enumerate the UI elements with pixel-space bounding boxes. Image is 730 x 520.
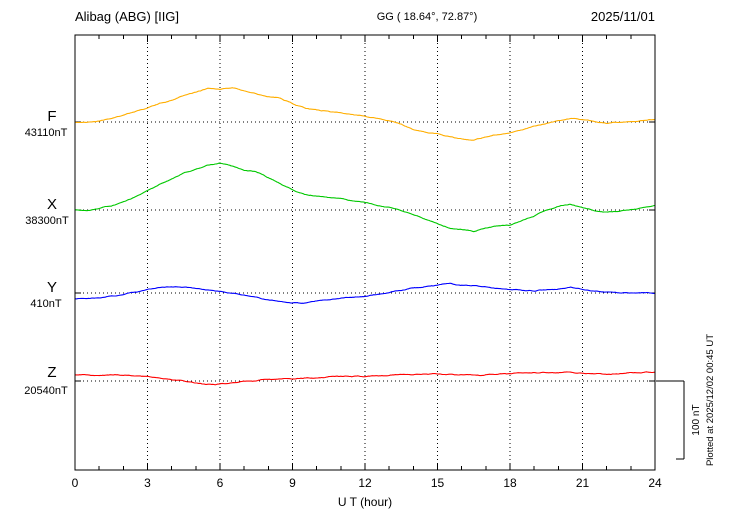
plot-frame	[74, 34, 656, 471]
x-tick-label-21: 21	[576, 476, 590, 490]
station-title: Alibag (ABG) [IIG]	[75, 9, 179, 24]
series-trace-X	[74, 162, 656, 233]
scale-bar	[656, 380, 685, 460]
series-baseline-Y: 410nT	[30, 298, 61, 310]
geo-coords: GG ( 18.64°, 72.87°)	[377, 11, 478, 23]
x-axis-label: U T (hour)	[338, 495, 392, 509]
series-label-X: X 38300nT	[25, 196, 69, 227]
series-letter-X: X	[47, 196, 57, 213]
x-tick-label-0: 0	[72, 476, 79, 490]
x-tick-label-3: 3	[144, 476, 151, 490]
x-tick-label-15: 15	[431, 476, 445, 490]
chart-layer: 0 3 6 9 12 15 18 21 24	[72, 34, 662, 490]
series-label-Z: Z 20540nT	[24, 364, 68, 397]
series-label-F: F 43110nT	[25, 108, 68, 139]
x-tick-label-9: 9	[289, 476, 296, 490]
series-baseline-Z: 20540nT	[24, 385, 68, 397]
series-trace-Z	[74, 371, 656, 386]
plotted-at-note: Plotted at 2025/12/02 00:45 UT	[705, 334, 716, 466]
series-label-Y: Y 410nT	[30, 279, 61, 310]
x-tick-label-6: 6	[217, 476, 224, 490]
series-baseline-F: 43110nT	[25, 127, 68, 139]
series-baseline-X: 38300nT	[25, 215, 69, 227]
x-tick-label-24: 24	[648, 476, 662, 490]
x-tick-label-12: 12	[358, 476, 372, 490]
series-letter-Y: Y	[47, 279, 57, 296]
series-trace-Y	[74, 282, 655, 304]
scale-bar-label: 100 nT	[691, 404, 702, 435]
series-letter-F: F	[47, 108, 56, 125]
plot-date: 2025/11/01	[591, 9, 655, 24]
series-trace-F	[74, 87, 656, 141]
x-tick-label-18: 18	[503, 476, 517, 490]
series-letter-Z: Z	[47, 364, 56, 381]
